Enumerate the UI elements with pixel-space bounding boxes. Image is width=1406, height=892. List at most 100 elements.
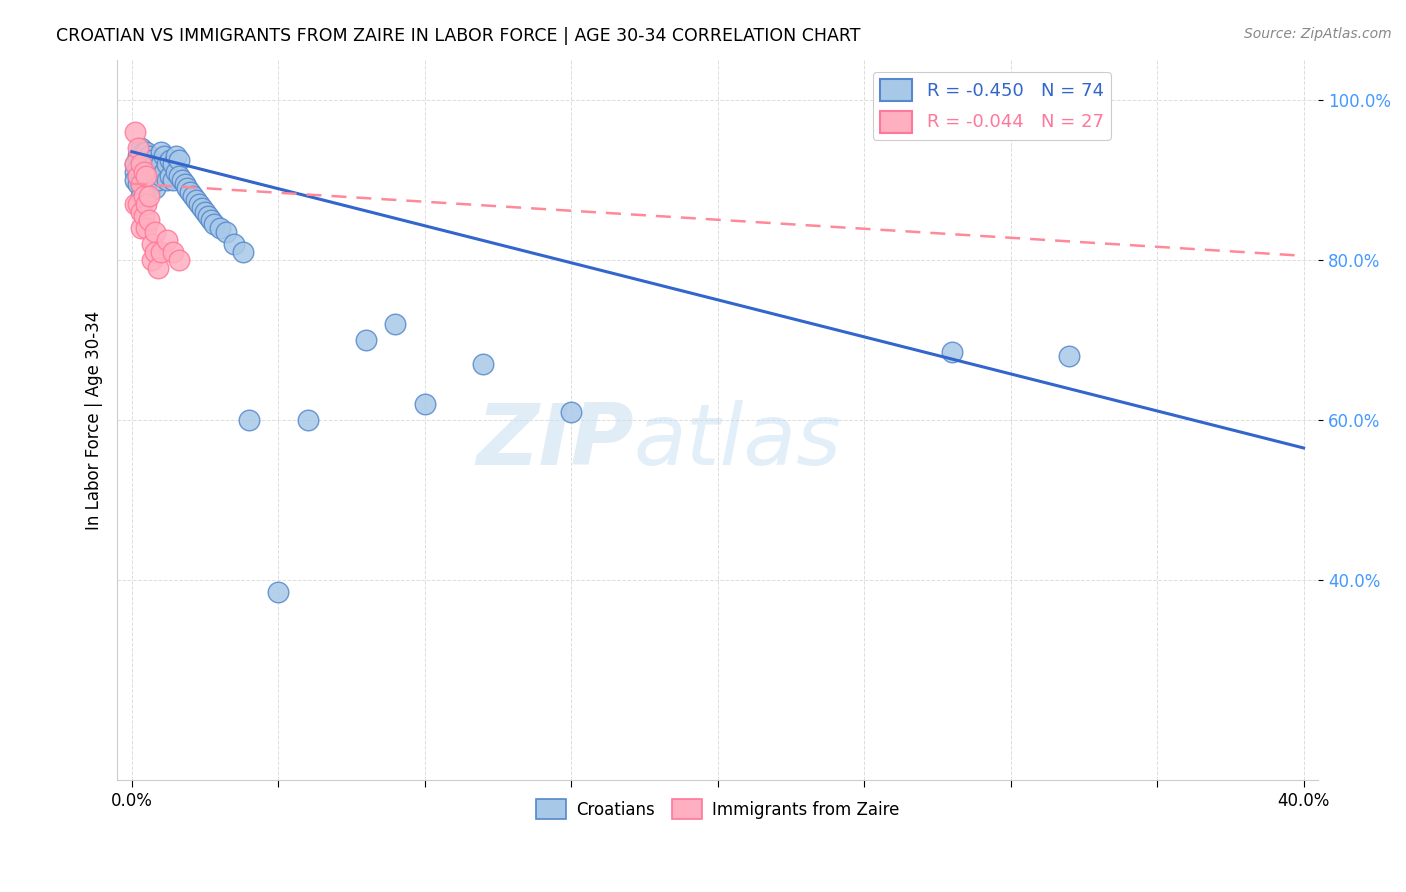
- Point: [129, 157, 152, 171]
- Point: [191, 201, 214, 215]
- Point: [141, 153, 163, 167]
- Point: [148, 161, 170, 175]
- Text: CROATIAN VS IMMIGRANTS FROM ZAIRE IN LABOR FORCE | AGE 30-34 CORRELATION CHART: CROATIAN VS IMMIGRANTS FROM ZAIRE IN LAB…: [56, 27, 860, 45]
- Point: [135, 169, 157, 183]
- Point: [173, 177, 195, 191]
- Point: [143, 180, 166, 194]
- Point: [1059, 349, 1081, 363]
- Point: [135, 145, 157, 159]
- Y-axis label: In Labor Force | Age 30-34: In Labor Force | Age 30-34: [86, 310, 103, 530]
- Point: [138, 185, 160, 199]
- Point: [238, 413, 260, 427]
- Point: [132, 157, 155, 171]
- Point: [132, 193, 155, 207]
- Point: [124, 172, 146, 186]
- Point: [150, 157, 173, 171]
- Text: Source: ZipAtlas.com: Source: ZipAtlas.com: [1244, 27, 1392, 41]
- Point: [138, 149, 160, 163]
- Point: [124, 196, 146, 211]
- Point: [176, 180, 198, 194]
- Point: [170, 172, 193, 186]
- Point: [132, 180, 155, 194]
- Point: [167, 169, 190, 183]
- Point: [413, 397, 436, 411]
- Point: [127, 141, 149, 155]
- Point: [127, 169, 149, 183]
- Point: [127, 149, 149, 163]
- Point: [267, 585, 290, 599]
- Point: [135, 157, 157, 171]
- Point: [132, 169, 155, 183]
- Point: [129, 164, 152, 178]
- Point: [150, 169, 173, 183]
- Point: [384, 317, 406, 331]
- Point: [129, 153, 152, 167]
- Point: [354, 333, 377, 347]
- Point: [132, 145, 155, 159]
- Point: [141, 164, 163, 178]
- Point: [143, 157, 166, 171]
- Point: [129, 177, 152, 191]
- Point: [138, 188, 160, 202]
- Point: [141, 252, 163, 267]
- Point: [159, 153, 181, 167]
- Point: [141, 236, 163, 251]
- Point: [167, 252, 190, 267]
- Point: [138, 172, 160, 186]
- Point: [135, 164, 157, 178]
- Point: [197, 209, 219, 223]
- Point: [202, 217, 225, 231]
- Point: [194, 204, 217, 219]
- Point: [129, 141, 152, 155]
- Point: [167, 153, 190, 167]
- Point: [127, 177, 149, 191]
- Point: [129, 177, 152, 191]
- Point: [127, 161, 149, 175]
- Point: [179, 185, 201, 199]
- Point: [124, 164, 146, 178]
- Legend: Croatians, Immigrants from Zaire: Croatians, Immigrants from Zaire: [530, 792, 905, 826]
- Point: [129, 220, 152, 235]
- Point: [224, 236, 246, 251]
- Point: [232, 244, 254, 259]
- Point: [162, 157, 184, 171]
- Point: [127, 169, 149, 183]
- Point: [135, 177, 157, 191]
- Point: [165, 149, 187, 163]
- Text: ZIP: ZIP: [477, 401, 634, 483]
- Point: [208, 220, 231, 235]
- Point: [143, 169, 166, 183]
- Point: [183, 188, 205, 202]
- Point: [162, 172, 184, 186]
- Point: [148, 260, 170, 275]
- Point: [162, 244, 184, 259]
- Text: atlas: atlas: [634, 401, 842, 483]
- Point: [153, 149, 176, 163]
- Point: [127, 196, 149, 211]
- Point: [156, 157, 179, 171]
- Point: [297, 413, 319, 427]
- Point: [214, 225, 236, 239]
- Point: [150, 244, 173, 259]
- Point: [124, 125, 146, 139]
- Point: [132, 209, 155, 223]
- Point: [165, 164, 187, 178]
- Point: [941, 344, 963, 359]
- Point: [156, 233, 179, 247]
- Point: [138, 161, 160, 175]
- Point: [153, 164, 176, 178]
- Point: [132, 188, 155, 202]
- Point: [188, 196, 211, 211]
- Point: [143, 244, 166, 259]
- Point: [129, 188, 152, 202]
- Point: [150, 145, 173, 159]
- Point: [141, 177, 163, 191]
- Point: [129, 204, 152, 219]
- Point: [143, 225, 166, 239]
- Point: [159, 169, 181, 183]
- Point: [135, 220, 157, 235]
- Point: [138, 212, 160, 227]
- Point: [186, 193, 208, 207]
- Point: [472, 357, 495, 371]
- Point: [124, 157, 146, 171]
